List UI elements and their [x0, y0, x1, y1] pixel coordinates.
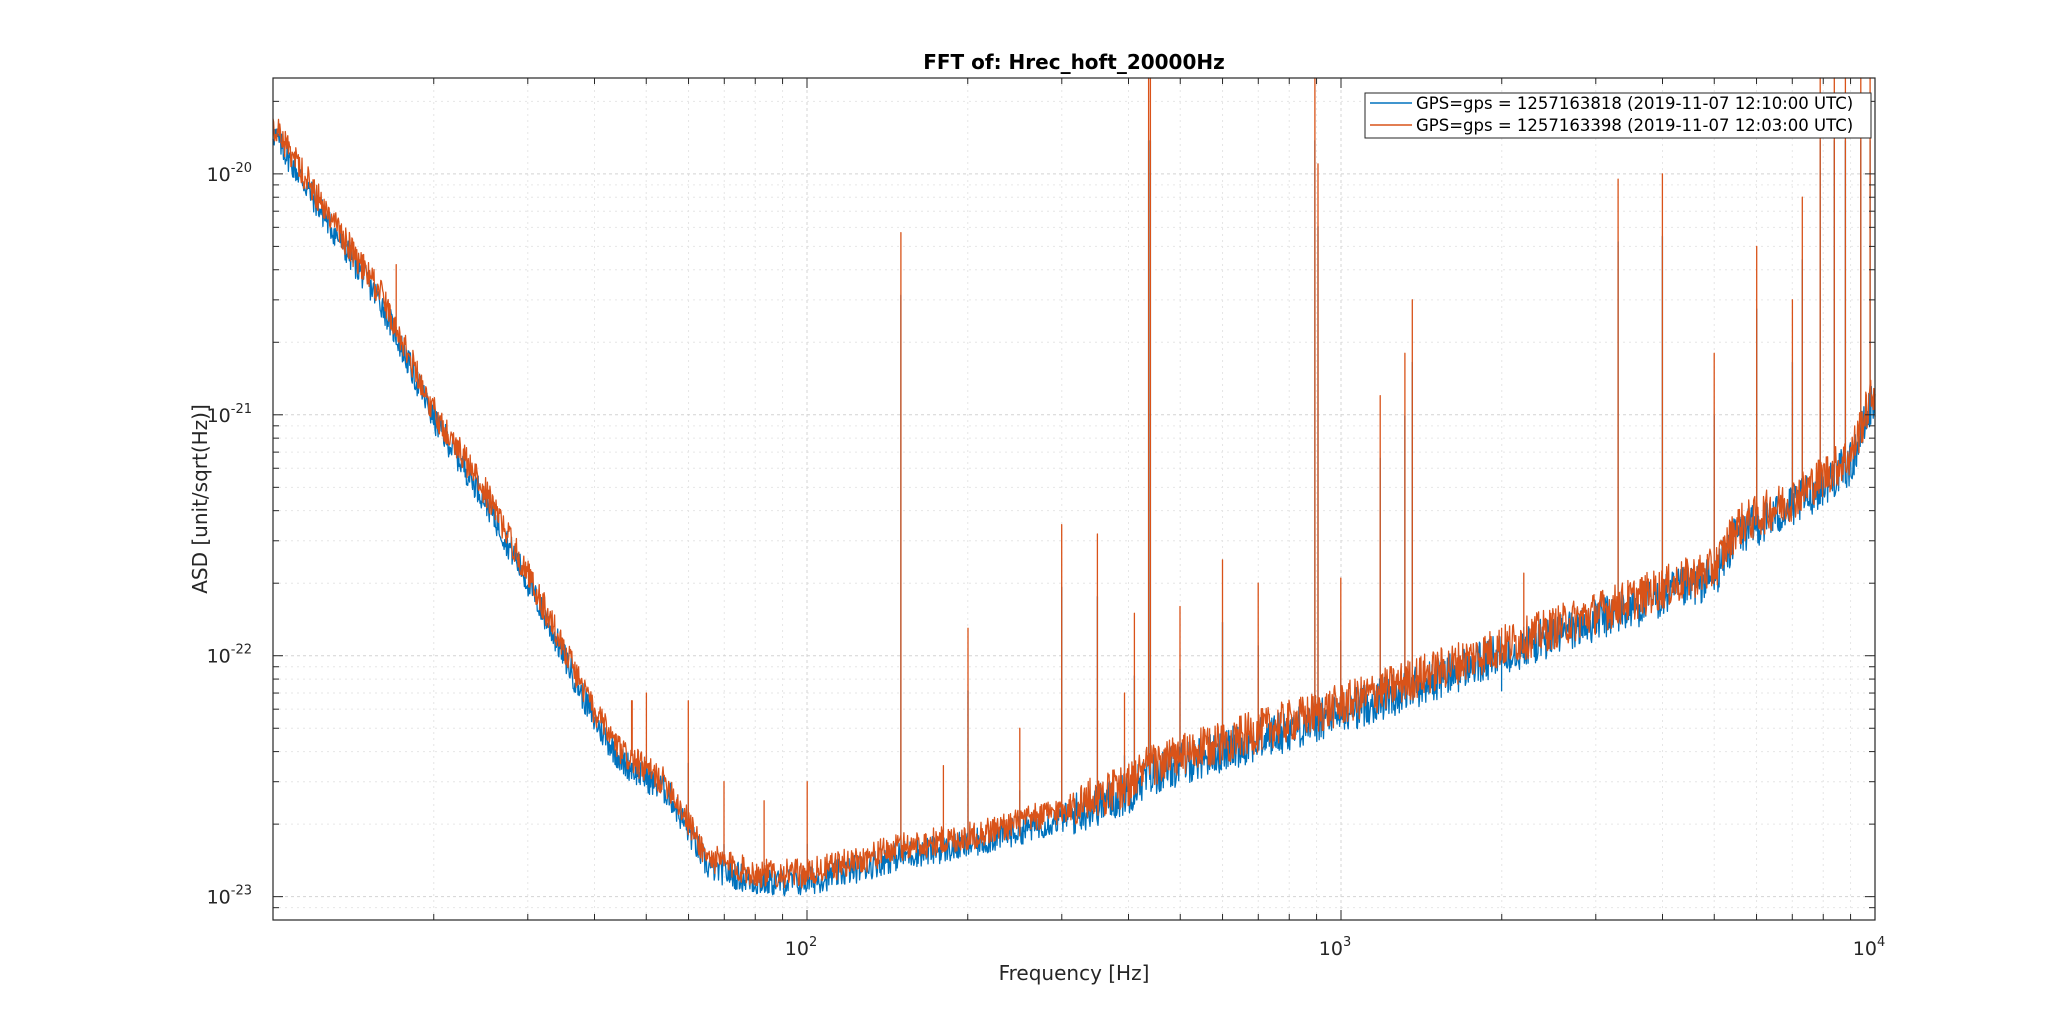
series-layer: [272, 77, 1876, 897]
y-tick-label: 10-21: [207, 402, 252, 427]
x-axis-title: Frequency [Hz]: [999, 961, 1150, 985]
chart-title: FFT of: Hrec_hoft_20000Hz: [923, 50, 1225, 74]
x-tick-label: 104: [1853, 935, 1885, 960]
y-tick-base: 10: [207, 405, 231, 427]
x-tick-label: 103: [1319, 935, 1351, 960]
x-tick-label: 102: [785, 935, 817, 960]
y-tick-exponent: -23: [231, 884, 252, 899]
x-tick-base: 10: [785, 938, 809, 960]
y-tick-base: 10: [207, 646, 231, 668]
y-tick-exponent: -20: [231, 161, 252, 176]
legend-box: [1364, 92, 1872, 139]
plot-frame: [272, 77, 1876, 921]
x-tick-exponent: 2: [809, 935, 817, 950]
legend-entry-1: GPS=gps = 1257163818 (2019-11-07 12:10:0…: [1416, 94, 1853, 113]
y-tick-base: 10: [207, 887, 231, 909]
series-line-2: [272, 77, 1876, 889]
x-tick-exponent: 3: [1343, 935, 1351, 950]
y-tick-exponent: -22: [231, 643, 252, 658]
x-tick-base: 10: [1853, 938, 1877, 960]
y-tick-label: 10-22: [207, 643, 252, 668]
y-tick-exponent: -21: [231, 402, 252, 417]
y-tick-base: 10: [207, 164, 231, 186]
y-tick-label: 10-23: [207, 884, 252, 909]
legend: GPS=gps = 1257163818 (2019-11-07 12:10:0…: [1364, 92, 1872, 139]
y-axis-title: ASD [unit/sqrt(Hz)]: [188, 404, 212, 594]
plot-area: [273, 78, 1875, 920]
axis-ticks: [272, 78, 1876, 921]
x-tick-base: 10: [1319, 938, 1343, 960]
x-tick-labels: 102 103 104: [785, 935, 1885, 960]
y-tick-label: 10-20: [207, 161, 252, 186]
x-tick-exponent: 4: [1877, 935, 1885, 950]
legend-entry-2: GPS=gps = 1257163398 (2019-11-07 12:03:0…: [1416, 116, 1853, 135]
